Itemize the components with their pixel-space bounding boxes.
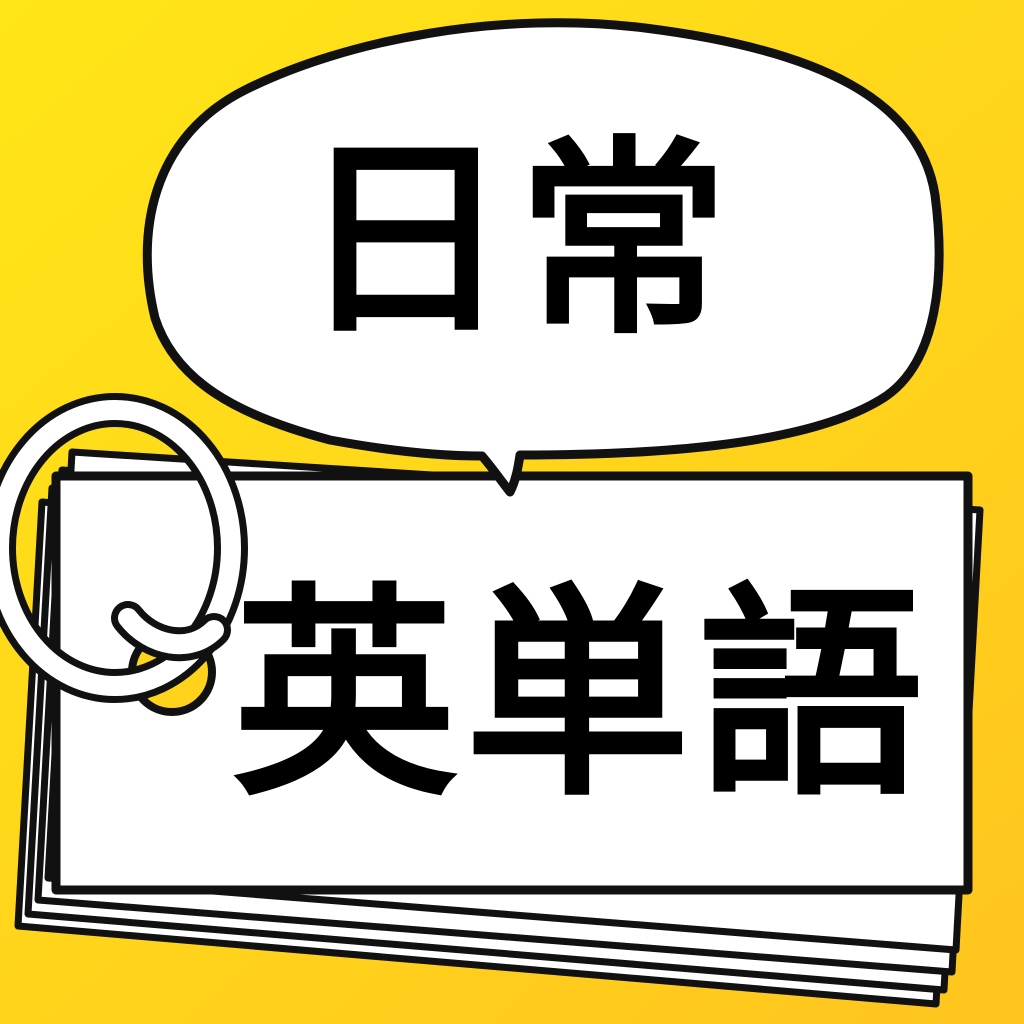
speech-bubble-text: 日常 — [300, 118, 737, 363]
flashcard-stack — [14, 448, 984, 1008]
binder-ring-icon — [0, 393, 248, 703]
speech-bubble — [142, 18, 944, 497]
card-text: 英単語 — [232, 565, 931, 827]
